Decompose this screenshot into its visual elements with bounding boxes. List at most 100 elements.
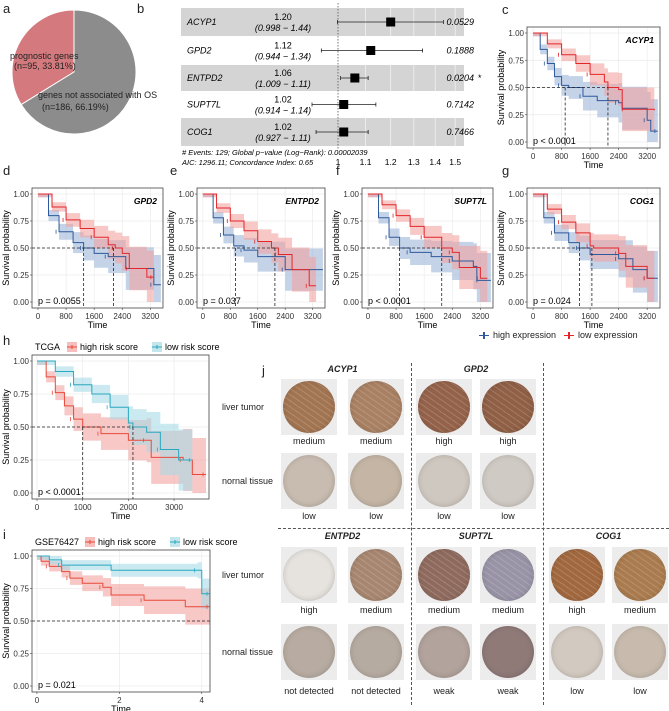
ihc-core-tumor [281, 547, 337, 603]
ihc-gene-label: ENTPD2 [324, 531, 361, 541]
y-tick-label: 0.00 [13, 682, 29, 691]
high-expression-swatch [479, 331, 489, 339]
y-tick-label: 0.25 [508, 111, 524, 120]
x-tick-label: 800 [555, 152, 569, 161]
x-tick-label: 0 [35, 503, 40, 512]
panel-label-e: e [170, 163, 178, 178]
pie-slice-prognostic [11, 9, 75, 106]
ihc-staining-level: not detected [351, 686, 401, 696]
p-value: p = 0.037 [203, 296, 241, 306]
y-tick-label: 1.00 [508, 190, 524, 199]
forest-gene-label: ACYP1 [186, 17, 217, 27]
ihc-gene-label: COG1 [595, 531, 622, 541]
x-tick-label: 3200 [471, 312, 489, 321]
tissue-core-image [283, 626, 335, 678]
row-label-liver-tumor: liver tumor [222, 402, 265, 412]
y-tick-label: 1.00 [508, 29, 524, 38]
x-tick-label: 2400 [276, 312, 294, 321]
y-axis-label: Survival probability [1, 583, 11, 659]
low-expression-swatch [564, 331, 575, 339]
y-axis-label: Survival probability [496, 49, 506, 125]
ihc-staining-level: low [633, 686, 647, 696]
y-axis-label: Survival probability [1, 210, 11, 286]
tissue-core-image [283, 455, 335, 507]
forest-ci-value: (0.944 − 1.34) [255, 52, 311, 62]
x-tick-label: 800 [59, 312, 73, 321]
panel-label-j: j [262, 363, 265, 378]
x-tick-label: 800 [555, 312, 569, 321]
legend-label-low-risk-score: low risk score [183, 537, 238, 547]
y-tick-label: 0.50 [343, 244, 359, 253]
x-tick-label: 3200 [638, 312, 656, 321]
ihc-core-normal [281, 624, 337, 680]
ihc-core-tumor [549, 547, 605, 603]
ihc-staining-level: low [570, 686, 584, 696]
tissue-core-image [482, 455, 534, 507]
km-plot-g: 0.00 0.25 0.50 0.75 1.00 0 800 1600 2400 3200 Time… [496, 187, 661, 330]
ihc-core-normal [612, 624, 668, 680]
ihc-staining-level: medium [359, 436, 393, 446]
survival-curve-high-expression [202, 193, 323, 271]
x-tick-label: 2400 [610, 312, 628, 321]
x-tick-label: 4 [200, 696, 205, 705]
p-value: p < 0.0001 [533, 136, 576, 146]
forest-row-band [181, 65, 464, 91]
panel-label-d: d [3, 163, 11, 178]
pie-chart: prognostic genes(n=95, 33.81%) genes not … [10, 9, 157, 135]
x-tick-label: 2400 [610, 152, 628, 161]
y-tick-label: 0.75 [178, 217, 194, 226]
x-axis-label: Time [111, 511, 131, 521]
forest-p-value: 0.7466 [446, 127, 474, 137]
forest-row-supt7l: SUPT7L 1.02(0.914 − 1.14) 0.7142 [187, 95, 474, 116]
x-tick-label: 3200 [141, 312, 159, 321]
forest-tick-label: 1.1 [360, 157, 372, 167]
y-axis-label: Survival probability [1, 389, 11, 465]
ihc-core-normal [480, 453, 536, 509]
ihc-core-normal [348, 624, 404, 680]
x-tick-label: 0 [35, 696, 40, 705]
panel-label-b: b [137, 1, 145, 16]
forest-ci-value: (0.914 − 1.14) [255, 106, 311, 116]
pie-label-not-associated: (n=186, 66.19%) [42, 102, 109, 112]
legend-low-expression: low expression [578, 330, 638, 340]
y-tick-label: 0.25 [508, 271, 524, 280]
forest-significance: * [478, 73, 482, 83]
ihc-gene-label: SUPT7L [458, 531, 494, 541]
ihc-core-tumor [348, 547, 404, 603]
forest-ci-value: (0.998 − 1.44) [255, 23, 311, 33]
y-tick-label: 0.00 [13, 489, 29, 498]
survival-curve-high-expression [367, 193, 491, 281]
ihc-staining-level: low [369, 511, 383, 521]
forest-row-cog1: COG1 1.02(0.927 − 1.11) 0.7466 [187, 122, 474, 143]
x-axis-label: Time [418, 320, 438, 330]
survival-curve-high-expression [533, 32, 658, 132]
y-tick-label: 0.50 [178, 244, 194, 253]
km-plot-i: 0.00 0.25 0.50 0.75 1.00 0 2 4 Time Survival prob… [1, 537, 238, 711]
survival-curve-low-risk-score [37, 360, 193, 461]
confidence-band-low-expression [37, 194, 154, 302]
forest-row-entpd2: ENTPD2 1.06(1.009 − 1.11) 0.0204 * [187, 68, 482, 89]
x-tick-label: 3200 [638, 152, 656, 161]
x-tick-label: 2400 [113, 312, 131, 321]
forest-ci-value: (1.009 − 1.11) [255, 79, 311, 89]
km-plot-e: 0.00 0.25 0.50 0.75 1.00 0 800 1600 2400 3200 Time… [166, 187, 326, 330]
pie-label-prognostic: prognostic genes [10, 51, 79, 61]
tissue-core-image [482, 626, 534, 678]
x-tick-label: 800 [224, 312, 238, 321]
panel-label-i: i [3, 527, 6, 542]
tissue-core-image [350, 549, 402, 601]
ihc-core-tumor [281, 379, 337, 435]
forest-tick-label: 1.2 [385, 157, 397, 167]
km-plot-h: 0.00 0.25 0.50 0.75 1.00 0 1000 2000 3000 Time Sur… [1, 342, 220, 521]
y-axis-label: Survival probability [496, 210, 506, 286]
y-tick-label: 0.50 [508, 244, 524, 253]
y-tick-label: 0.75 [13, 390, 29, 399]
p-value: p < 0.0001 [368, 296, 411, 306]
y-tick-label: 0.75 [508, 217, 524, 226]
y-tick-label: 0.25 [178, 271, 194, 280]
ihc-staining-level: low [437, 511, 451, 521]
x-tick-label: 2000 [119, 503, 137, 512]
ihc-gene-label: ACYP1 [327, 364, 358, 374]
ihc-core-normal [416, 624, 472, 680]
